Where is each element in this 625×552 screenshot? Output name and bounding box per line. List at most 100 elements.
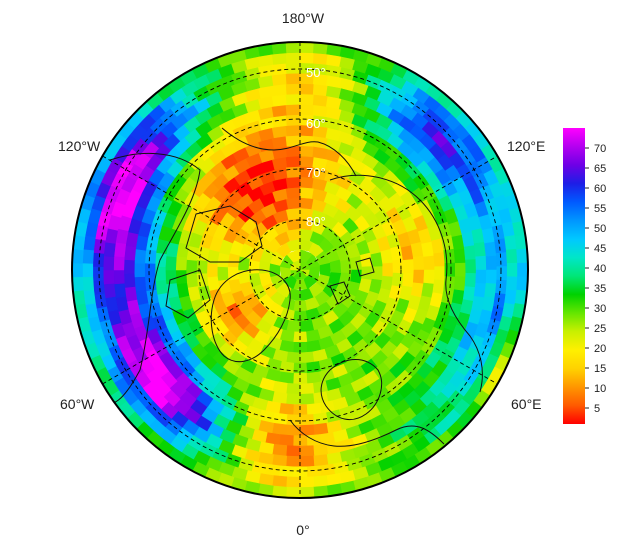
field-cell (299, 197, 315, 210)
field-cell (271, 62, 288, 76)
field-cell (285, 124, 301, 137)
colorbar-tick-label: 45 (594, 243, 606, 255)
field-cell (504, 289, 517, 306)
field-cell (72, 262, 83, 278)
field-cell (299, 83, 315, 95)
lon-label-60e: 60°E (511, 396, 542, 412)
field-cell (278, 465, 294, 478)
field-cell (495, 252, 508, 268)
field-cell (299, 52, 315, 64)
field-cell (154, 279, 168, 295)
field-cell (285, 103, 301, 116)
field-cell (285, 186, 301, 199)
field-cell (382, 262, 394, 278)
field-cell (412, 255, 425, 271)
field-cell (113, 255, 125, 271)
field-cell (494, 238, 507, 254)
field-cell (285, 445, 301, 457)
greenland-outline (210, 269, 291, 363)
field-cell (278, 434, 294, 447)
field-cell (312, 475, 329, 488)
field-cell (434, 266, 446, 281)
field-cell (312, 104, 329, 118)
colorbar-tick-label: 35 (594, 283, 606, 295)
lat-label-60: 60° (306, 116, 326, 131)
field-cell (285, 83, 301, 95)
field-cell (123, 245, 137, 261)
field-cell (113, 269, 125, 285)
colorbar-gradient (563, 128, 585, 424)
field-cell (285, 382, 301, 395)
field-cell (285, 155, 301, 168)
lon-label-120e: 120°E (507, 138, 545, 154)
field-cell (504, 234, 517, 251)
field-cell (453, 276, 467, 292)
field-cell (402, 272, 415, 288)
lat-label-50: 50° (306, 65, 326, 80)
field-cell (164, 269, 177, 285)
field-cell (299, 351, 315, 364)
colorbar-tick-label: 60 (594, 183, 606, 195)
field-cell (473, 241, 487, 258)
lon-label-0: 0° (296, 522, 309, 538)
lat-label-80: 80° (306, 214, 326, 229)
field-cell (92, 279, 105, 295)
field-cell (134, 262, 145, 278)
colorbar-tick-label: 55 (594, 203, 606, 215)
field-cell (454, 262, 467, 278)
field-cell (271, 94, 288, 107)
field-cell (102, 269, 115, 285)
field-cell (285, 351, 301, 364)
field-cell (412, 269, 425, 285)
field-cell (299, 393, 315, 406)
field-cell (285, 176, 301, 189)
meridian-60w-120e (102, 155, 498, 385)
field-cell (517, 262, 528, 278)
field-cell (505, 276, 518, 292)
field-cell (285, 393, 301, 406)
field-cell (312, 443, 329, 457)
field-cell (83, 234, 96, 251)
field-cell (196, 259, 208, 274)
lat-circle-80 (249, 219, 351, 321)
colorbar-tick-label: 10 (594, 383, 606, 395)
field-cell (475, 269, 487, 285)
field-cell (278, 402, 294, 416)
scandinavia-outline (320, 359, 382, 421)
field-cell (133, 248, 147, 264)
colorbar-tick-label: 65 (594, 163, 606, 175)
field-cell (465, 259, 477, 274)
field-cell (93, 238, 106, 254)
field-cell (464, 272, 477, 288)
field-cell (285, 486, 301, 498)
field-cell (83, 289, 96, 306)
field-cell (299, 382, 315, 395)
bering-outline (221, 127, 357, 177)
field-cell (299, 320, 315, 333)
field-cell (185, 272, 198, 288)
field-cell (285, 207, 301, 220)
field-cell (92, 266, 104, 281)
field-cell (299, 42, 315, 54)
field-cell (312, 94, 329, 107)
colorbar-tick-label: 50 (594, 223, 606, 235)
field-cell (285, 42, 301, 54)
field-cell (453, 248, 467, 264)
field-cell (285, 52, 301, 64)
colorbar-tick-label: 25 (594, 323, 606, 335)
field-cell (144, 262, 156, 278)
field-cell (271, 52, 288, 65)
field-cell (299, 445, 315, 457)
field-cell (271, 454, 288, 467)
canadian-archipelago-outline (165, 205, 263, 319)
colorbar-ticks: 5 10 15 20 25 30 35 40 45 50 55 60 65 70 (585, 143, 606, 415)
lat-label-70: 70° (306, 165, 326, 180)
field-cell (206, 262, 218, 278)
field-cell (475, 255, 487, 271)
field-cell (496, 266, 508, 281)
field-cell (285, 93, 301, 106)
latitude-labels: 50° 60° 70° 80° (306, 65, 326, 229)
field-cell (285, 476, 301, 488)
field-cell (175, 269, 188, 285)
colorbar-tick-label: 30 (594, 303, 606, 315)
